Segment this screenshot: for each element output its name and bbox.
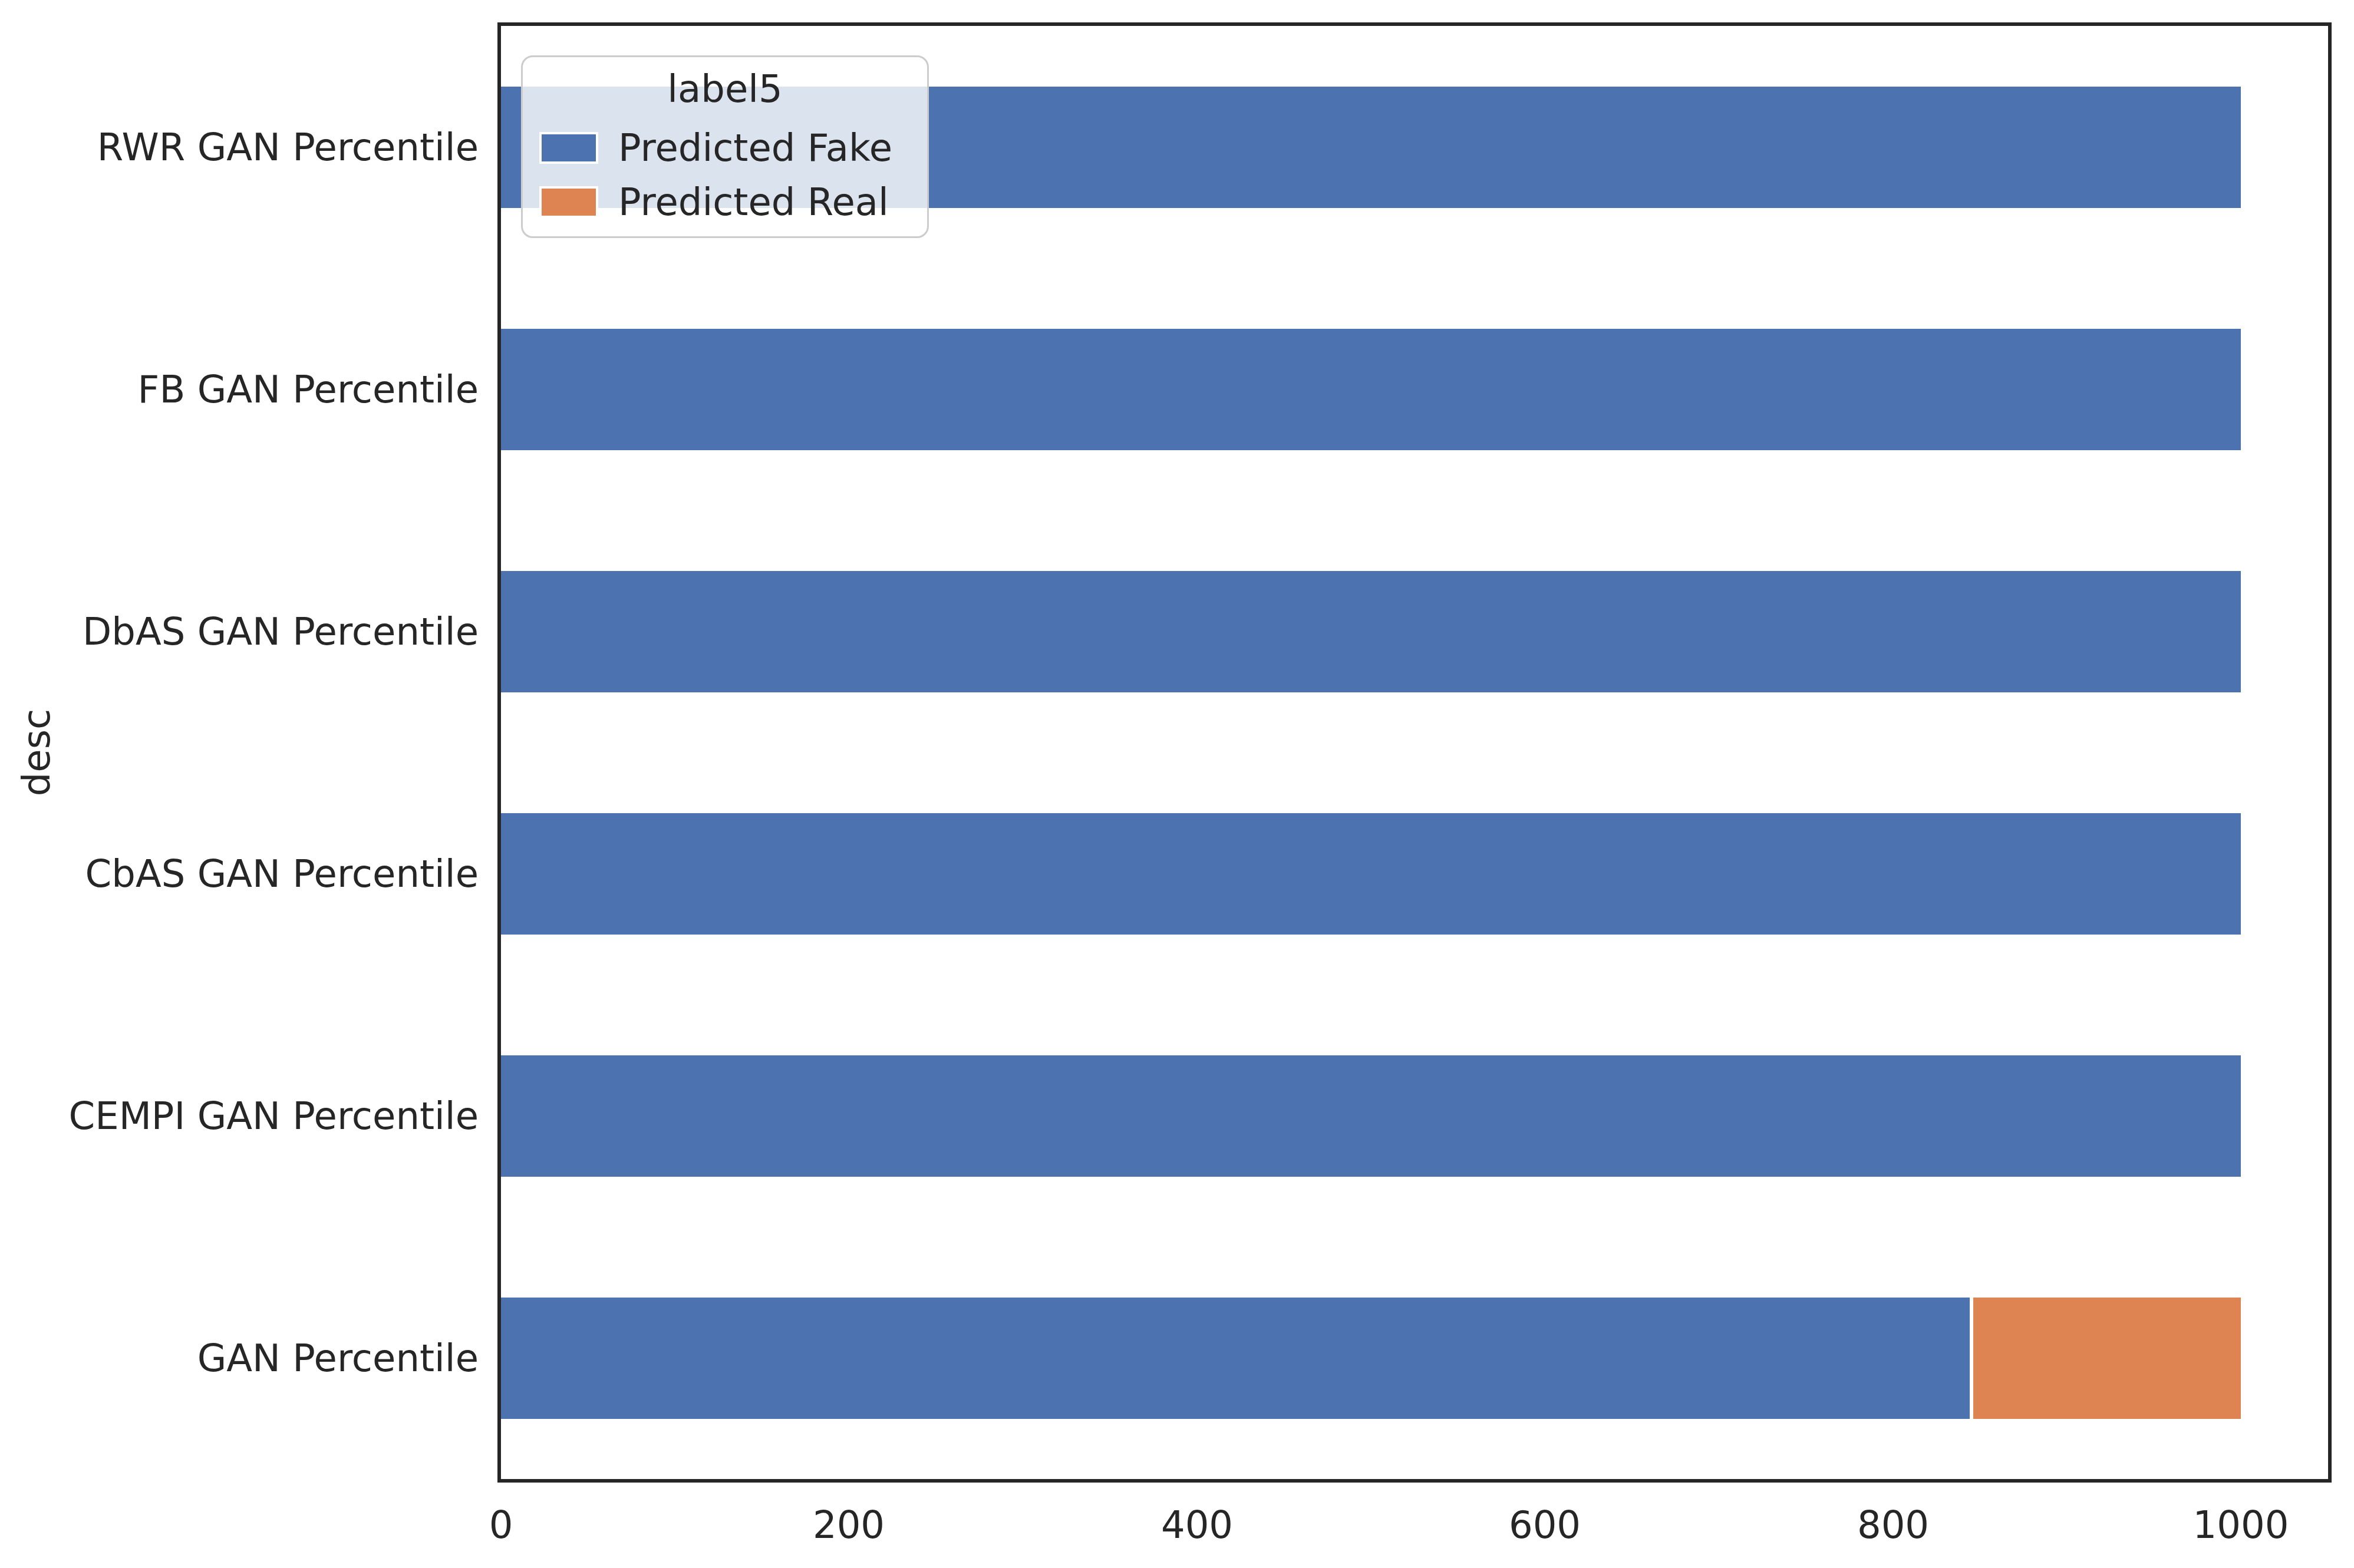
y-tick-label: DbAS GAN Percentile: [83, 613, 479, 651]
x-tick-label: 1000: [2193, 1506, 2289, 1544]
legend-label-predicted-real: Predicted Real: [618, 183, 889, 221]
bar-row-gan-percentile: [501, 1298, 2328, 1419]
bar-segment-predicted-fake: [501, 1055, 2241, 1177]
plot-area: label5 Predicted Fake Predicted Real: [497, 22, 2332, 1483]
bar-row-cbas-gan-percentile: [501, 813, 2328, 935]
bar-segment-predicted-fake: [501, 813, 2241, 935]
legend-item-predicted-fake: Predicted Fake: [539, 129, 911, 167]
bar-segment-predicted-real: [1973, 1298, 2241, 1419]
legend-item-predicted-real: Predicted Real: [539, 183, 911, 221]
y-axis-title: desc: [18, 709, 55, 797]
y-tick-label: FB GAN Percentile: [138, 371, 479, 408]
y-tick-label: CbAS GAN Percentile: [85, 855, 479, 893]
y-tick-label: RWR GAN Percentile: [97, 128, 479, 166]
legend-swatch-predicted-fake: [539, 132, 598, 164]
legend-title: label5: [539, 65, 911, 113]
bar-row-fb-gan-percentile: [501, 329, 2328, 450]
x-tick-label: 0: [489, 1506, 513, 1544]
y-tick-label: GAN Percentile: [197, 1339, 479, 1377]
bar-row-cempi-gan-percentile: [501, 1055, 2328, 1177]
bars-container: [501, 26, 2328, 1479]
x-tick-label: 600: [1509, 1506, 1581, 1544]
bar-segment-predicted-fake: [501, 571, 2241, 692]
x-tick-label: 800: [1857, 1506, 1929, 1544]
x-tick-label: 200: [813, 1506, 885, 1544]
bar-segment-predicted-fake: [501, 329, 2241, 450]
chart-figure: desc label5 Predicted Fake Predicted Real…: [0, 0, 2354, 1568]
legend-items: Predicted Fake Predicted Real: [539, 129, 911, 221]
bar-segment-predicted-fake: [501, 1298, 1970, 1419]
legend-swatch-predicted-real: [539, 186, 598, 218]
x-tick-label: 400: [1161, 1506, 1233, 1544]
bar-row-dbas-gan-percentile: [501, 571, 2328, 692]
legend: label5 Predicted Fake Predicted Real: [521, 55, 929, 238]
legend-label-predicted-fake: Predicted Fake: [618, 129, 892, 167]
y-tick-label: CEMPI GAN Percentile: [69, 1097, 479, 1135]
